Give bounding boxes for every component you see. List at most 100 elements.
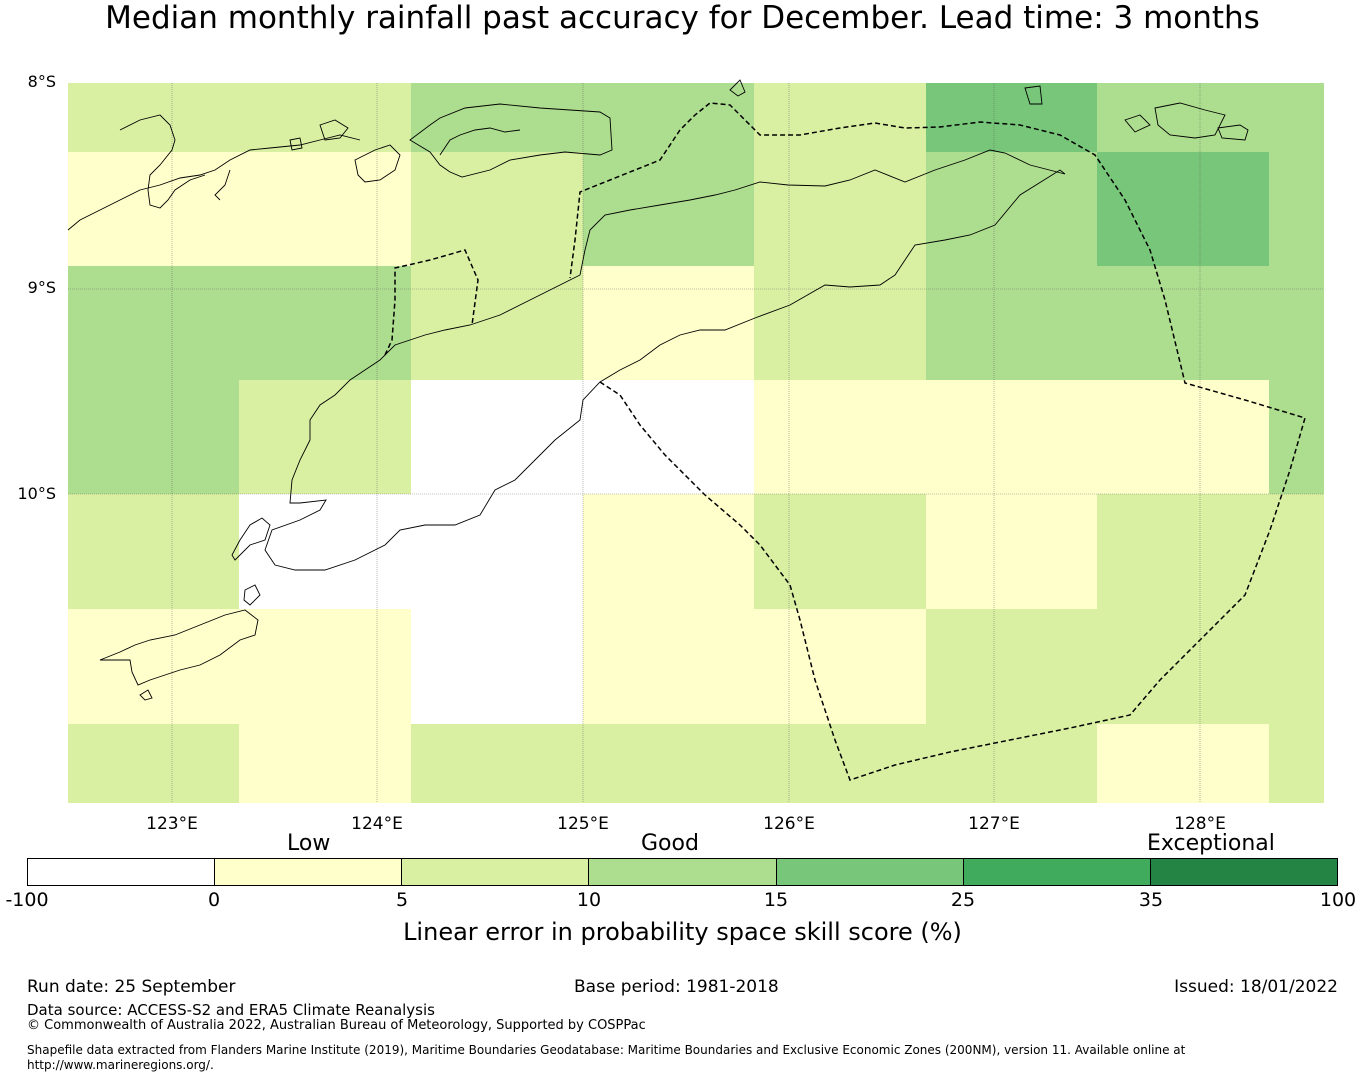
grid-cell — [754, 83, 926, 152]
grid-cell — [754, 609, 926, 724]
grid-cell — [926, 83, 1097, 152]
grid-cell — [68, 609, 239, 724]
grid-cell — [926, 152, 1097, 266]
grid-cell — [754, 724, 926, 803]
grid-cell — [754, 380, 926, 494]
lat-label-8s: 8°S — [27, 72, 56, 91]
lon-label-126e: 126°E — [763, 814, 815, 834]
grid-cell — [239, 83, 411, 152]
timor-leste-eez — [569, 102, 1306, 781]
base-period: Base period: 1981-2018 — [574, 977, 779, 997]
grid-cell — [583, 380, 754, 494]
grid-cell — [583, 609, 754, 724]
grid-cell — [411, 266, 583, 380]
grid-cell — [239, 609, 411, 724]
pantar-coastline — [354, 144, 401, 183]
oecusse-eez — [384, 249, 479, 356]
grid-cell — [68, 83, 239, 152]
savu-coastline — [243, 584, 261, 606]
colorbar-tick: 0 — [207, 889, 221, 911]
grid-cell — [583, 152, 754, 266]
category-label-good: Good — [641, 831, 699, 856]
grid-cell — [411, 83, 583, 152]
colorbar-segment — [589, 859, 777, 885]
grid-cell — [1097, 609, 1269, 724]
grid-cell — [411, 380, 583, 494]
grid-cell — [239, 380, 411, 494]
colorbar-tick: 25 — [950, 889, 976, 911]
data-source: Data source: ACCESS-S2 and ERA5 Climate … — [27, 1001, 435, 1019]
grid-cell — [239, 494, 411, 609]
grid-cell — [1097, 380, 1269, 494]
lon-label-124e: 124°E — [351, 814, 403, 834]
colorbar-tick: 10 — [576, 889, 602, 911]
colorbar-segment — [1150, 859, 1337, 885]
flores-coastline — [67, 114, 361, 231]
lat-label-10s: 10°S — [17, 484, 56, 503]
grid-cell — [68, 266, 239, 380]
grid-cell — [68, 380, 239, 494]
grid-cell — [1097, 152, 1269, 266]
colorbar-tick: -100 — [5, 889, 49, 911]
grid-cell — [1269, 609, 1324, 724]
colorbar-tick: 35 — [1138, 889, 1164, 911]
lon-label-128e: 128°E — [1174, 814, 1226, 834]
grid-cell — [411, 152, 583, 266]
grid-cell — [926, 724, 1097, 803]
colorbar-segment — [215, 859, 403, 885]
grid-cell — [1097, 724, 1269, 803]
colorbar-segment — [776, 859, 964, 885]
map-title: Median monthly rainfall past accuracy fo… — [105, 0, 1260, 36]
leti-islands — [1024, 85, 1249, 141]
colorbar-tick: 15 — [763, 889, 789, 911]
timor-coastline — [264, 149, 1066, 571]
rote-coastline — [231, 517, 271, 561]
grid-cell — [68, 152, 239, 266]
grid-cell — [1097, 494, 1269, 609]
colorbar — [27, 858, 1338, 886]
colorbar-tick: 100 — [1319, 889, 1357, 911]
sumba-coastline — [99, 609, 259, 701]
grid-cell — [411, 494, 583, 609]
grid-cell — [411, 724, 583, 803]
run-date: Run date: 25 September — [27, 977, 236, 997]
lat-label-9s: 9°S — [27, 278, 56, 297]
ombai-islets — [289, 119, 349, 151]
grid-cell — [1097, 83, 1269, 152]
colorbar-segment — [963, 859, 1151, 885]
colorbar-segment — [402, 859, 590, 885]
grid-cell — [1269, 724, 1324, 803]
grid-cell — [926, 609, 1097, 724]
grid-cell — [68, 724, 239, 803]
grid-cell — [239, 724, 411, 803]
colorbar-tick: 5 — [395, 889, 409, 911]
grid-cell — [1269, 266, 1324, 380]
grid-cell — [926, 494, 1097, 609]
lon-label-123e: 123°E — [146, 814, 198, 834]
grid-cell — [926, 380, 1097, 494]
grid-cell — [1269, 494, 1324, 609]
grid-cell — [1269, 380, 1324, 494]
lon-label-125e: 125°E — [557, 814, 609, 834]
grid-cell — [239, 152, 411, 266]
grid-cell — [411, 609, 583, 724]
grid-cell — [1097, 266, 1269, 380]
grid-cell — [239, 266, 411, 380]
grid-cell — [583, 494, 754, 609]
lon-label-127e: 127°E — [968, 814, 1020, 834]
category-label-low: Low — [287, 831, 331, 856]
shapefile-credit: Shapefile data extracted from Flanders M… — [27, 1043, 1186, 1057]
grid-cell — [583, 266, 754, 380]
grid-cell — [754, 266, 926, 380]
issued-date: Issued: 18/01/2022 — [1174, 977, 1338, 997]
eez-boundaries — [384, 102, 1306, 781]
copyright: © Commonwealth of Australia 2022, Austra… — [27, 1018, 646, 1033]
shapefile-url: http://www.marineregions.org/. — [27, 1058, 214, 1072]
grid-cell — [583, 724, 754, 803]
alor-coastline — [409, 103, 613, 178]
grid-cell — [68, 494, 239, 609]
grid-cell — [754, 494, 926, 609]
grid-cell — [1269, 83, 1324, 152]
kisar-islet — [729, 79, 746, 97]
